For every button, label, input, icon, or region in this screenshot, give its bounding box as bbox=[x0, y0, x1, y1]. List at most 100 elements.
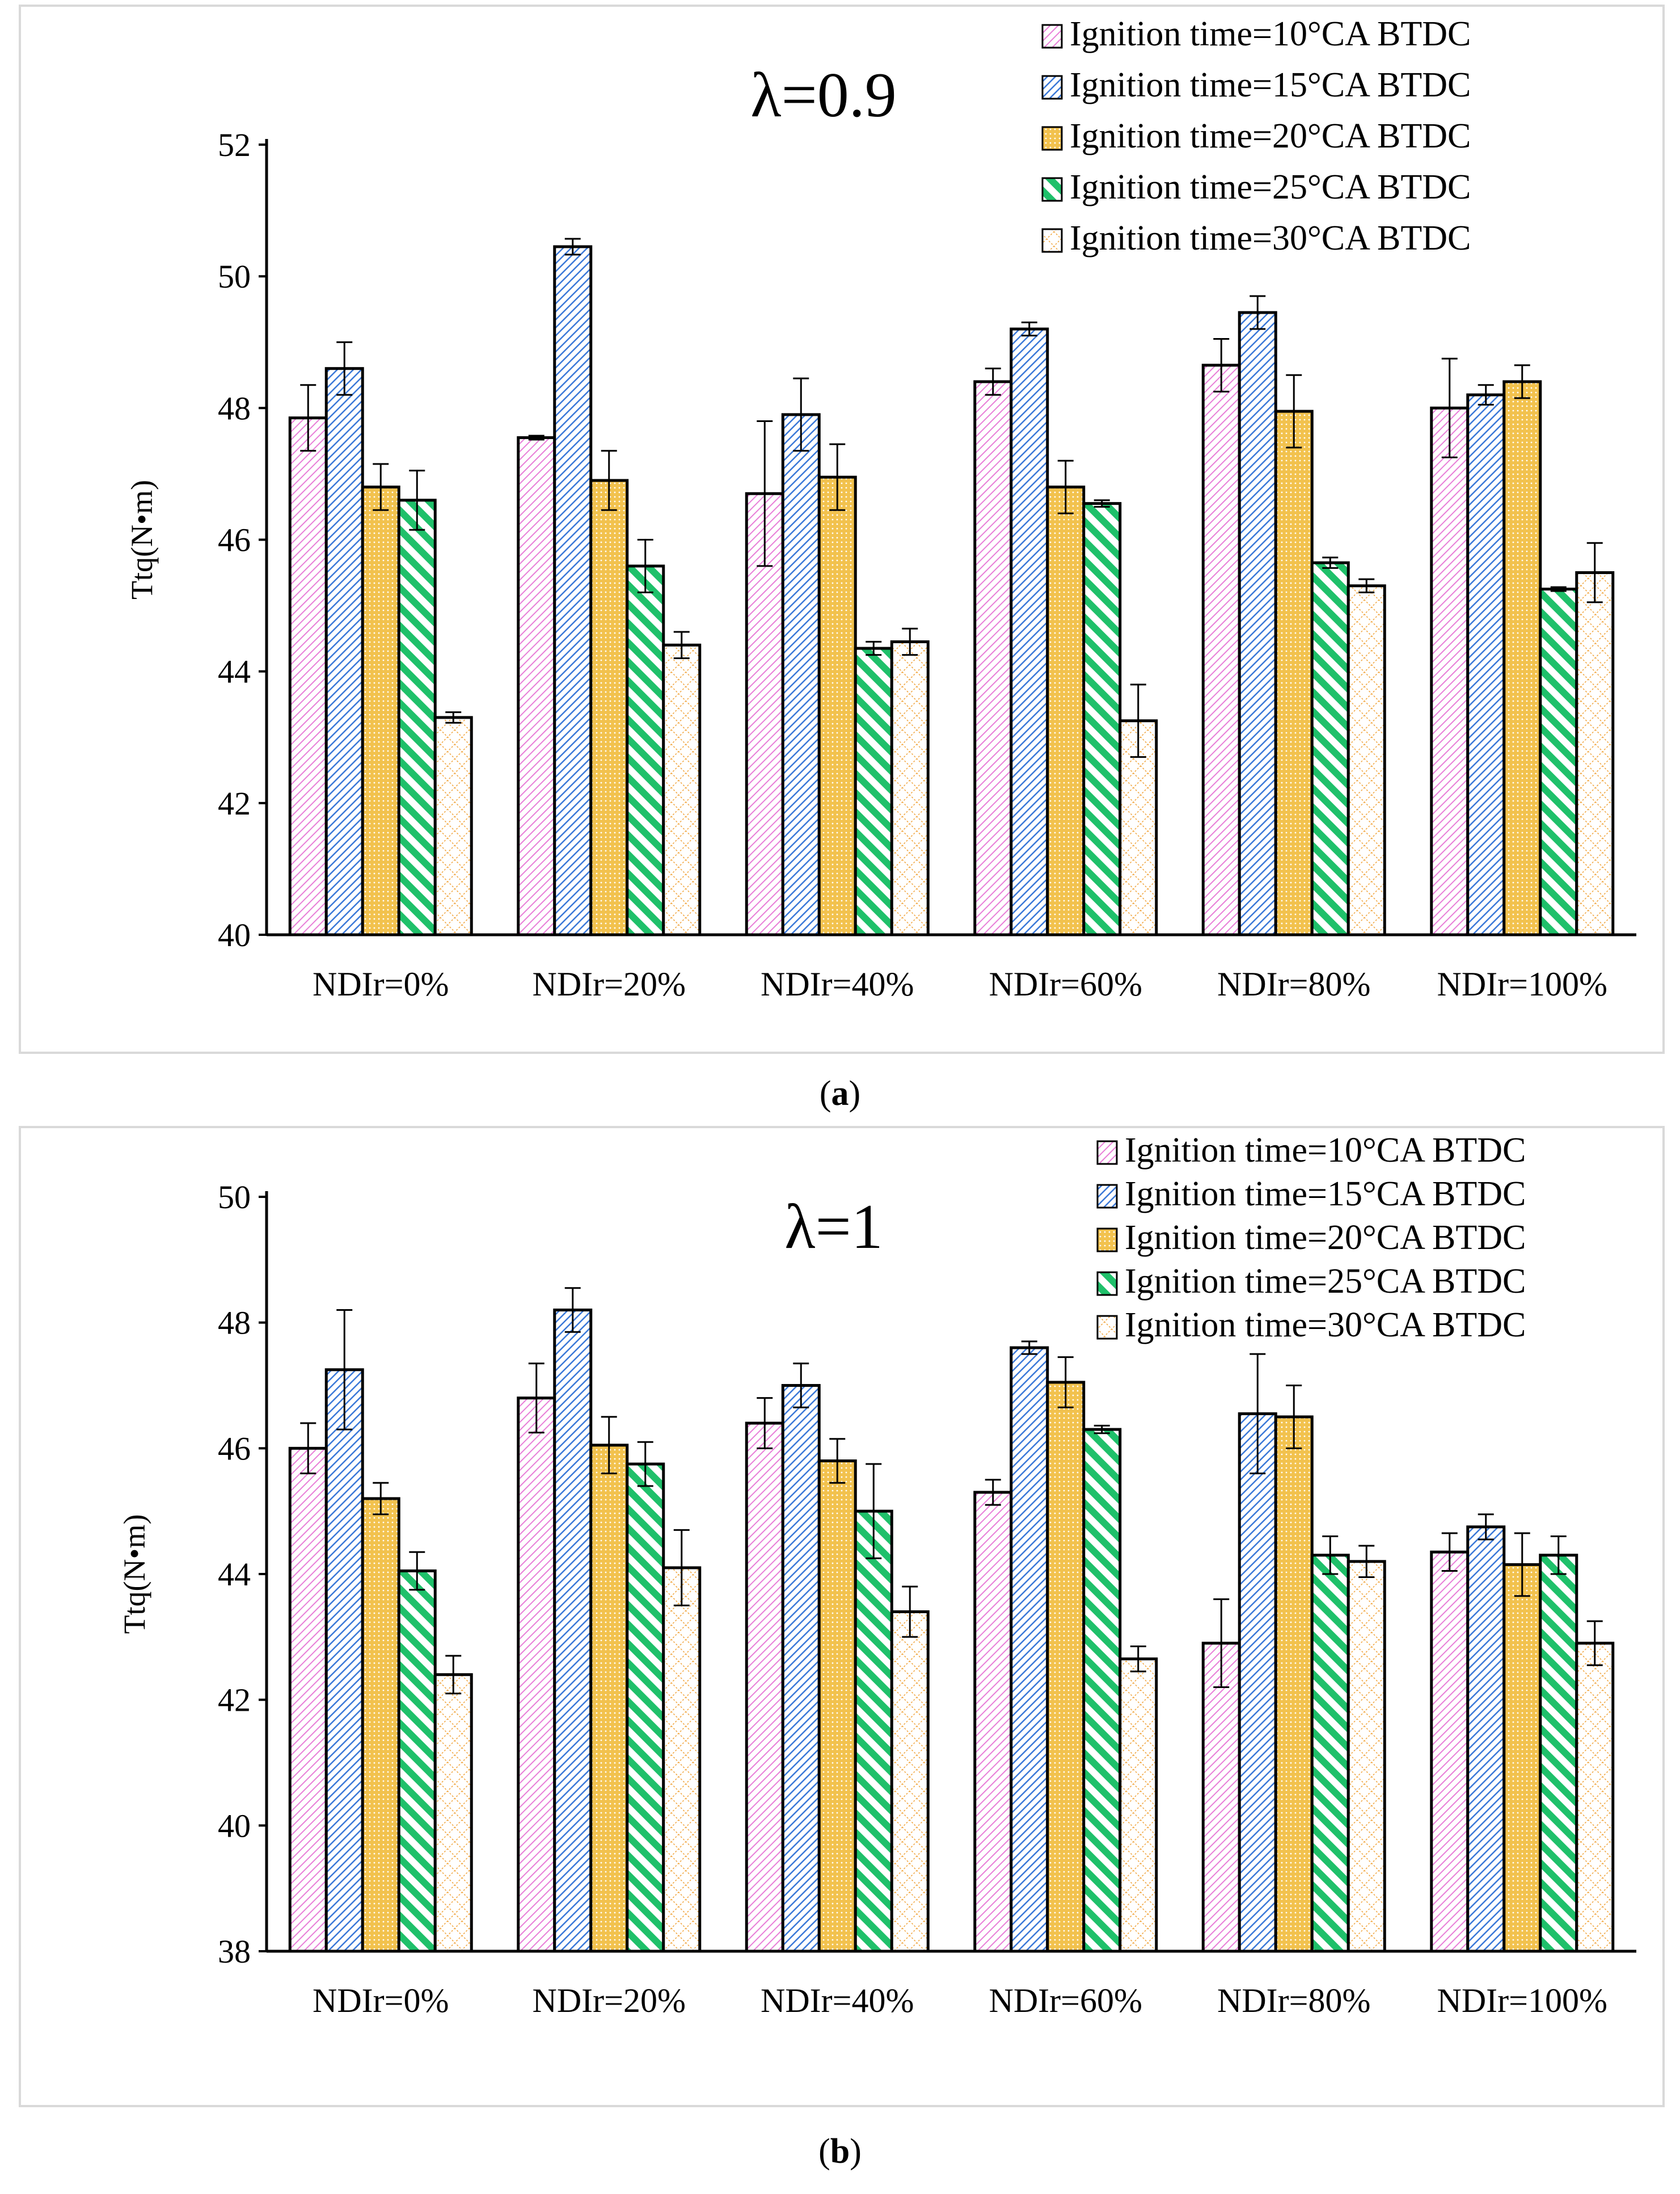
bar bbox=[589, 1444, 629, 1953]
bar bbox=[626, 564, 665, 936]
bar bbox=[890, 640, 930, 936]
bar bbox=[1238, 311, 1277, 936]
bar bbox=[1310, 561, 1350, 936]
legend-swatch bbox=[1041, 177, 1063, 202]
bar bbox=[662, 643, 702, 936]
bar bbox=[745, 1421, 784, 1953]
caption-a: (a) bbox=[819, 1074, 861, 1113]
legend-label: Ignition time=15°CA BTDC bbox=[1125, 1175, 1526, 1213]
category-label: NDIr=80% bbox=[1217, 1982, 1370, 2019]
legend-swatch bbox=[1041, 75, 1063, 100]
legend-swatch bbox=[1096, 1184, 1118, 1209]
bar bbox=[1502, 380, 1542, 936]
bar bbox=[361, 1497, 400, 1953]
legend-swatch bbox=[1041, 126, 1063, 151]
bar bbox=[397, 1569, 437, 1953]
legend-swatch bbox=[1096, 1271, 1118, 1296]
bar bbox=[1201, 1642, 1241, 1953]
bar bbox=[1502, 1563, 1542, 1953]
chart-title: λ=0.9 bbox=[750, 60, 896, 130]
legend-swatch bbox=[1096, 1140, 1118, 1165]
category-label: NDIr=100% bbox=[1437, 965, 1607, 1003]
bar bbox=[1575, 571, 1615, 936]
legend: Ignition time=10°CA BTDC Ignition time=15… bbox=[1096, 1131, 1526, 1344]
y-tick-label: 50 bbox=[218, 258, 251, 295]
bar bbox=[1010, 327, 1049, 936]
category-label: NDIr=20% bbox=[533, 965, 686, 1003]
category-label: NDIr=60% bbox=[989, 1982, 1142, 2019]
bar bbox=[781, 413, 821, 936]
bar bbox=[433, 1673, 473, 1953]
bar bbox=[433, 716, 473, 936]
legend-label: Ignition time=30°CA BTDC bbox=[1070, 219, 1471, 258]
bar bbox=[361, 486, 400, 936]
bar bbox=[1466, 393, 1506, 936]
y-tick-label: 42 bbox=[218, 1682, 251, 1719]
bar bbox=[662, 1566, 702, 1953]
bar bbox=[1082, 502, 1122, 936]
chart-a: 40 42 44 46 48 50 52 Ttq(N•m) NDIr=0% NDIr=20% NDI… bbox=[125, 15, 1636, 1003]
y-tick-label: 40 bbox=[218, 917, 251, 953]
bar bbox=[1539, 1554, 1578, 1953]
bar bbox=[517, 1396, 556, 1953]
category-label: NDIr=40% bbox=[761, 965, 914, 1003]
y-tick-label: 50 bbox=[218, 1179, 251, 1216]
legend-swatch bbox=[1041, 228, 1063, 253]
caption-b: (b) bbox=[818, 2132, 862, 2171]
bar bbox=[517, 436, 556, 936]
category-label: NDIr=80% bbox=[1217, 965, 1370, 1003]
category-label: NDIr=60% bbox=[989, 965, 1142, 1003]
bar bbox=[973, 1491, 1013, 1953]
bar bbox=[288, 1446, 328, 1953]
bar bbox=[854, 647, 893, 936]
bar bbox=[1010, 1346, 1049, 1953]
bar bbox=[1346, 584, 1386, 936]
bar bbox=[1082, 1428, 1122, 1953]
bar bbox=[1046, 486, 1086, 936]
bar bbox=[288, 416, 328, 936]
y-tick-label: 46 bbox=[218, 1430, 251, 1467]
y-tick-label: 38 bbox=[218, 1933, 251, 1970]
y-tick-label: 42 bbox=[218, 785, 251, 822]
bar bbox=[397, 499, 437, 936]
legend: Ignition time=10°CA BTDC Ignition time=15… bbox=[1041, 15, 1471, 258]
y-tick-label: 46 bbox=[218, 522, 251, 559]
legend-label: Ignition time=20°CA BTDC bbox=[1070, 117, 1471, 155]
bar bbox=[589, 479, 629, 936]
bar bbox=[1539, 588, 1578, 936]
category-label: NDIr=0% bbox=[313, 965, 449, 1003]
bar bbox=[1274, 410, 1314, 936]
bar bbox=[1046, 1381, 1086, 1953]
bar bbox=[817, 1459, 857, 1953]
y-axis-label: Ttq(N•m) bbox=[125, 480, 159, 600]
bar bbox=[1310, 1554, 1350, 1953]
legend-label: Ignition time=10°CA BTDC bbox=[1070, 15, 1471, 53]
legend-swatch bbox=[1096, 1315, 1118, 1340]
bar bbox=[1430, 1550, 1470, 1953]
bar bbox=[1274, 1415, 1314, 1953]
bar bbox=[890, 1610, 930, 1953]
bar bbox=[1575, 1642, 1615, 1953]
legend-label: Ignition time=25°CA BTDC bbox=[1125, 1262, 1526, 1301]
bar bbox=[745, 492, 784, 936]
bar bbox=[817, 475, 857, 936]
bar bbox=[1238, 1412, 1277, 1953]
bar bbox=[1466, 1525, 1506, 1953]
bar bbox=[781, 1384, 821, 1953]
legend-swatch bbox=[1096, 1227, 1118, 1252]
y-tick-label: 48 bbox=[218, 390, 251, 427]
category-label: NDIr=0% bbox=[313, 1982, 449, 2019]
category-label: NDIr=100% bbox=[1437, 1982, 1607, 2019]
bar bbox=[1201, 364, 1241, 936]
bar bbox=[1430, 406, 1470, 936]
bar bbox=[324, 367, 364, 936]
y-tick-label: 48 bbox=[218, 1305, 251, 1341]
bar bbox=[553, 1309, 593, 1953]
chart-title: λ=1 bbox=[784, 1192, 883, 1262]
bar bbox=[324, 1368, 364, 1953]
y-axis-label: Ttq(N•m) bbox=[117, 1514, 151, 1634]
bar bbox=[1118, 1657, 1158, 1953]
bar bbox=[854, 1509, 893, 1953]
bar bbox=[626, 1462, 665, 1953]
